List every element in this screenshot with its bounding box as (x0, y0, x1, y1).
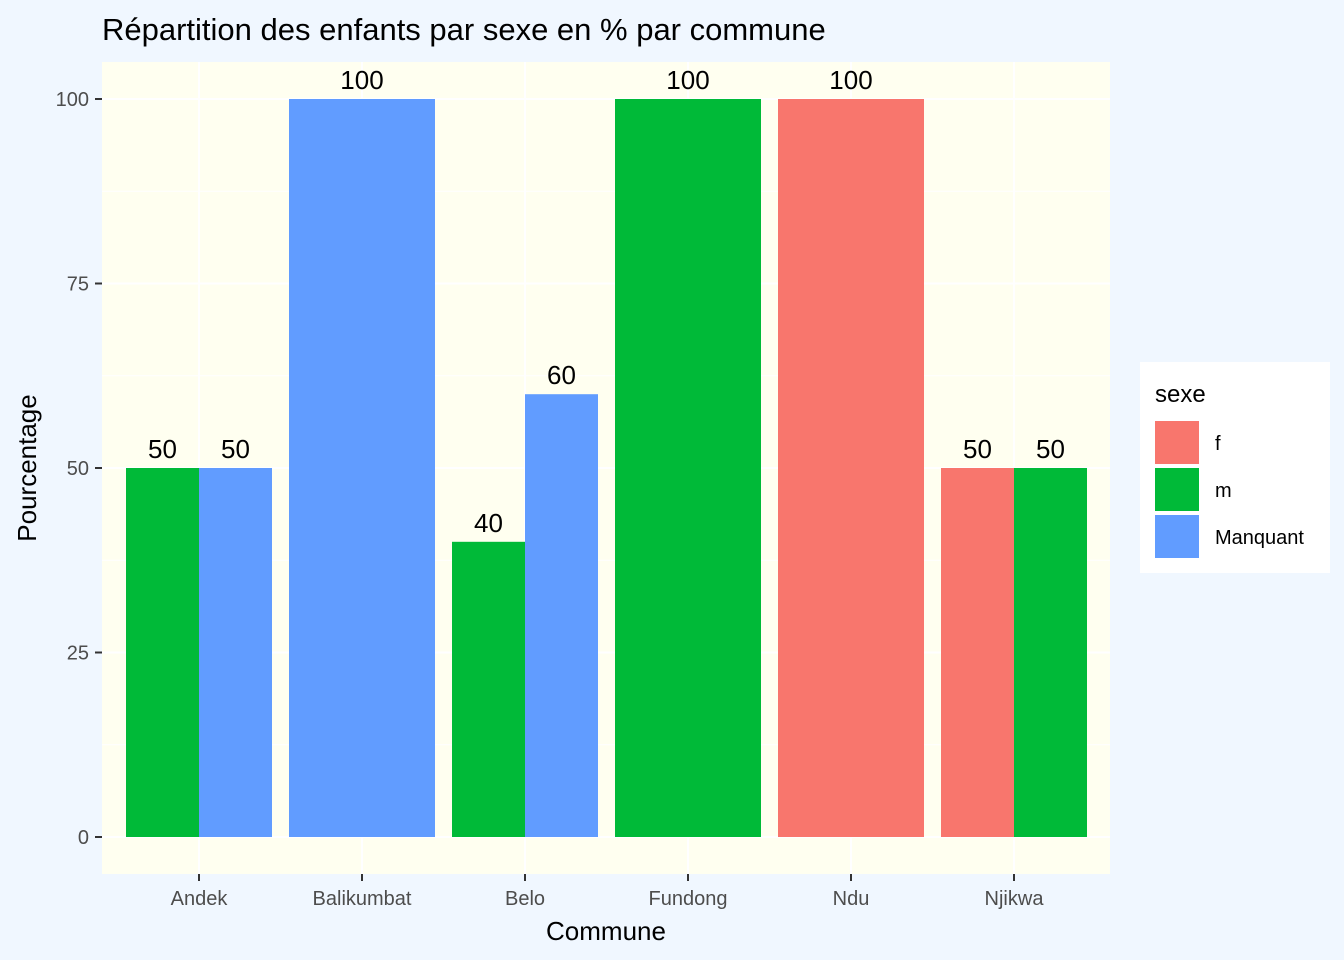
x-tick-label: Fundong (649, 888, 728, 910)
x-axis-title: Commune (546, 916, 666, 946)
legend-key-manquant (1155, 515, 1199, 558)
y-tick-label: 25 (67, 643, 89, 665)
bar-fundong-m (615, 99, 761, 837)
legend-label: m (1215, 480, 1232, 502)
legend-label: Manquant (1215, 527, 1304, 549)
y-axis-title: Pourcentage (12, 394, 42, 541)
legend: sexe f m Manquant (1140, 362, 1330, 573)
bar-value-label: 50 (221, 434, 250, 464)
legend-key-m (1155, 468, 1199, 511)
bar-ndu-f (778, 99, 924, 837)
x-tick-label: Njikwa (985, 888, 1045, 910)
bar-value-label: 40 (474, 508, 503, 538)
x-tick-label: Balikumbat (313, 888, 412, 910)
bar-balikumbat-manquant (289, 99, 435, 837)
x-tick-label: Belo (505, 888, 545, 910)
bar-belo-manquant (525, 394, 598, 837)
y-tick-label: 0 (78, 827, 89, 849)
y-axis: 0 25 50 75 100 (56, 89, 102, 849)
legend-entries: f m Manquant (1155, 421, 1304, 558)
bar-andek-manquant (199, 468, 272, 837)
legend-title: sexe (1155, 381, 1206, 408)
bar-njikwa-f (941, 468, 1014, 837)
bar-value-label: 100 (829, 65, 872, 95)
x-tick-label: Andek (171, 888, 229, 910)
chart-title: Répartition des enfants par sexe en % pa… (102, 12, 826, 47)
bar-value-label: 50 (148, 434, 177, 464)
x-tick-label: Ndu (833, 888, 870, 910)
bar-njikwa-m (1014, 468, 1087, 837)
legend-key-f (1155, 421, 1199, 464)
y-tick-label: 75 (67, 274, 89, 296)
bar-belo-m (452, 541, 525, 837)
bar-value-label: 50 (1036, 434, 1065, 464)
bar-labels-group: 50 50 100 40 60 100 100 50 50 (148, 65, 1065, 538)
x-axis: Andek Balikumbat Belo Fundong Ndu Njikwa (171, 874, 1045, 910)
bars-group (126, 99, 1087, 837)
legend-label: f (1215, 433, 1221, 455)
bar-value-label: 100 (340, 65, 383, 95)
bar-value-label: 60 (547, 360, 576, 390)
bar-value-label: 100 (666, 65, 709, 95)
bar-value-label: 50 (963, 434, 992, 464)
bar-andek-m (126, 468, 199, 837)
y-tick-label: 100 (56, 89, 89, 111)
y-tick-label: 50 (67, 458, 89, 480)
